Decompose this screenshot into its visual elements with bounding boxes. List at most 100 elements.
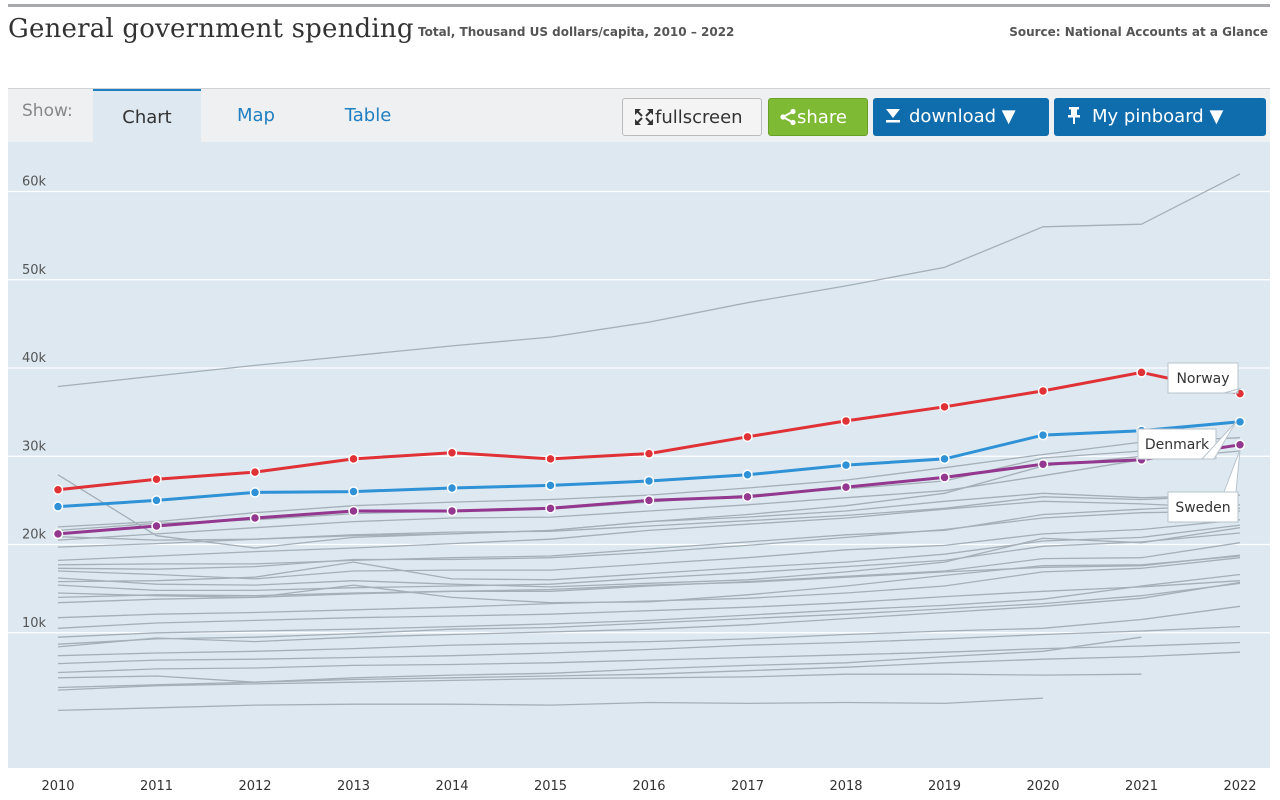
y-tick-label: 10k [22, 616, 47, 631]
tab-map[interactable]: Map [237, 105, 275, 126]
norway-point [1136, 367, 1147, 378]
x-axis: 2010 2011 2012 2013 2014 2015 2016 2017 2018 2019… [41, 779, 1256, 794]
other-country-line [57, 494, 1241, 548]
sweden-point [939, 472, 950, 483]
other-country-line [57, 173, 1241, 388]
denmark-point [446, 482, 458, 494]
sweden-label: Sweden [1167, 449, 1241, 523]
other-country-line [57, 500, 1241, 562]
other-countries-lines [57, 173, 1241, 712]
x-tick-label: 2017 [731, 779, 764, 794]
sweden-point [249, 512, 261, 524]
y-tick-label: 20k [22, 528, 47, 543]
sweden-point [151, 520, 162, 532]
norway-point [840, 415, 852, 427]
label-text: Norway [1176, 371, 1229, 387]
share-label: share [797, 107, 847, 128]
other-country-line [57, 437, 1241, 528]
x-tick-label: 2011 [140, 779, 173, 794]
y-tick-label: 50k [22, 263, 47, 278]
norway-point [348, 453, 359, 465]
view-tab-bar: Show: Chart Map Table fullscreen share d… [8, 88, 1270, 145]
x-tick-label: 2012 [238, 779, 271, 794]
x-tick-label: 2019 [928, 779, 961, 794]
label-text: Denmark [1145, 437, 1210, 453]
fullscreen-icon [635, 109, 653, 125]
sweden-point [643, 495, 655, 506]
denmark-point [545, 480, 556, 491]
other-country-line [57, 450, 1241, 541]
norway-label: Norway [1167, 362, 1242, 394]
x-tick-label: 2022 [1223, 779, 1256, 794]
norway-point [742, 431, 753, 443]
sweden-point [1037, 458, 1049, 470]
other-country-line [57, 573, 1241, 638]
label-text: Sweden [1175, 500, 1230, 516]
x-tick-label: 2013 [337, 779, 370, 794]
norway-point [545, 453, 556, 465]
top-rule [8, 4, 1270, 7]
sweden-point [446, 505, 458, 517]
other-country-line [57, 582, 1241, 645]
other-country-line [57, 557, 1241, 619]
other-country-line [57, 542, 1241, 599]
sweden-point [742, 491, 753, 503]
share-icon [780, 108, 796, 126]
denmark-point [348, 486, 359, 497]
download-icon [886, 109, 900, 123]
fullscreen-button[interactable]: fullscreen [622, 98, 762, 136]
y-tick-label: 40k [22, 351, 47, 366]
sweden-point [840, 481, 852, 493]
denmark-point [151, 495, 162, 506]
label-pointer [1200, 421, 1237, 460]
norway-point [643, 448, 655, 459]
other-country-line [57, 636, 1142, 683]
other-country-line [57, 510, 1241, 570]
highlighted-country-lines [52, 367, 1246, 540]
sweden-point [348, 505, 359, 517]
show-label: Show: [22, 101, 73, 121]
page-title: General government spending [8, 14, 414, 44]
other-country-line [57, 673, 1142, 691]
source-label: Source: National Accounts at a Glance [1009, 25, 1268, 39]
download-label: download ▼ [909, 106, 1016, 127]
share-button[interactable]: share [768, 98, 868, 136]
denmark-point [742, 469, 753, 481]
other-country-line [57, 532, 1241, 592]
other-country-line [57, 524, 1241, 583]
norway-point [1037, 385, 1049, 397]
download-button[interactable]: download ▼ [873, 98, 1049, 136]
x-tick-label: 2015 [534, 779, 567, 794]
y-axis: 10k 20k 30k 40k 50k 60k [22, 175, 47, 631]
other-country-line [57, 519, 1241, 580]
norway-point [249, 466, 261, 478]
norway-point [939, 401, 950, 413]
tab-chart[interactable]: Chart [93, 89, 201, 145]
tab-table[interactable]: Table [344, 105, 392, 126]
denmark-point [249, 487, 261, 498]
denmark-point [840, 459, 852, 471]
other-country-line [57, 581, 1241, 648]
denmark-point [939, 453, 950, 465]
y-tick-label: 60k [22, 175, 47, 190]
pinboard-button[interactable]: My pinboard ▼ [1054, 98, 1266, 136]
label-pointer [1223, 387, 1242, 394]
other-country-line [57, 554, 1241, 604]
x-tick-label: 2010 [41, 779, 74, 794]
denmark-point [1037, 429, 1049, 441]
x-tick-label: 2016 [632, 779, 665, 794]
label-box [1137, 428, 1217, 460]
chart-area: 10k 20k 30k 40k 50k 60k 2010 2011 2012 2013 2014 2… [8, 142, 1270, 794]
label-box [1167, 491, 1239, 523]
other-country-line [57, 527, 1241, 588]
denmark-point [1234, 416, 1246, 428]
sweden-point [545, 503, 556, 514]
norway-point [52, 484, 64, 496]
norway-point [151, 473, 162, 485]
other-country-line [57, 605, 1241, 657]
other-country-line [57, 651, 1241, 689]
x-tick-label: 2014 [435, 779, 468, 794]
denmark-label: Denmark [1137, 421, 1237, 460]
label-box [1167, 362, 1239, 394]
denmark-point [52, 501, 64, 512]
